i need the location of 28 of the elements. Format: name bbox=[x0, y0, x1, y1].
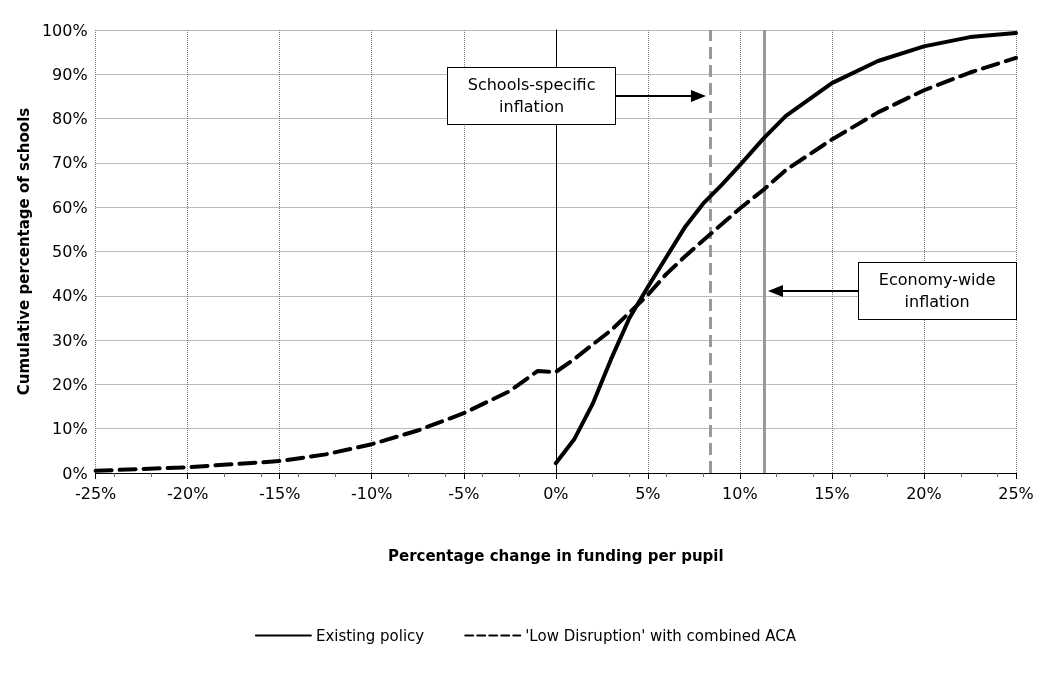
x-tick-label: 0% bbox=[543, 483, 569, 503]
annotation: Schools-specific inflation bbox=[446, 67, 617, 126]
x-tick-label: -25% bbox=[74, 483, 117, 503]
x-tick-label: -15% bbox=[259, 483, 301, 503]
y-tick-label: 30% bbox=[52, 330, 88, 350]
y-tick-label: 40% bbox=[52, 286, 88, 306]
x-tick-label: 10% bbox=[722, 483, 758, 503]
annotation: Economy-wide inflation bbox=[857, 262, 1017, 321]
legend-label: Existing policy bbox=[315, 626, 425, 645]
y-tick-label: 70% bbox=[52, 153, 88, 173]
y-tick-label: 10% bbox=[52, 419, 88, 439]
y-tick-label: 50% bbox=[52, 242, 88, 261]
y-tick-label: 90% bbox=[52, 64, 88, 84]
x-tick-label: 25% bbox=[998, 483, 1034, 503]
x-tick-label: 15% bbox=[814, 483, 850, 503]
y-tick-label: 80% bbox=[52, 109, 88, 129]
y-tick-label: 0% bbox=[62, 463, 88, 483]
x-axis-title: Percentage change in funding per pupil bbox=[387, 546, 724, 565]
y-tick-label: 20% bbox=[52, 374, 88, 394]
legend-label: 'Low Disruption' with combined ACA bbox=[525, 626, 797, 645]
x-tick-label: -5% bbox=[448, 483, 480, 503]
x-tick-label: -10% bbox=[351, 483, 393, 503]
y-tick-label: 100% bbox=[41, 20, 88, 40]
y-axis-title: Cumulative percentage of schools bbox=[14, 107, 33, 396]
y-tick-label: 60% bbox=[52, 197, 88, 217]
x-tick-label: 20% bbox=[906, 483, 942, 503]
x-tick-label: 5% bbox=[635, 483, 661, 503]
x-tick-label: -20% bbox=[167, 483, 209, 503]
